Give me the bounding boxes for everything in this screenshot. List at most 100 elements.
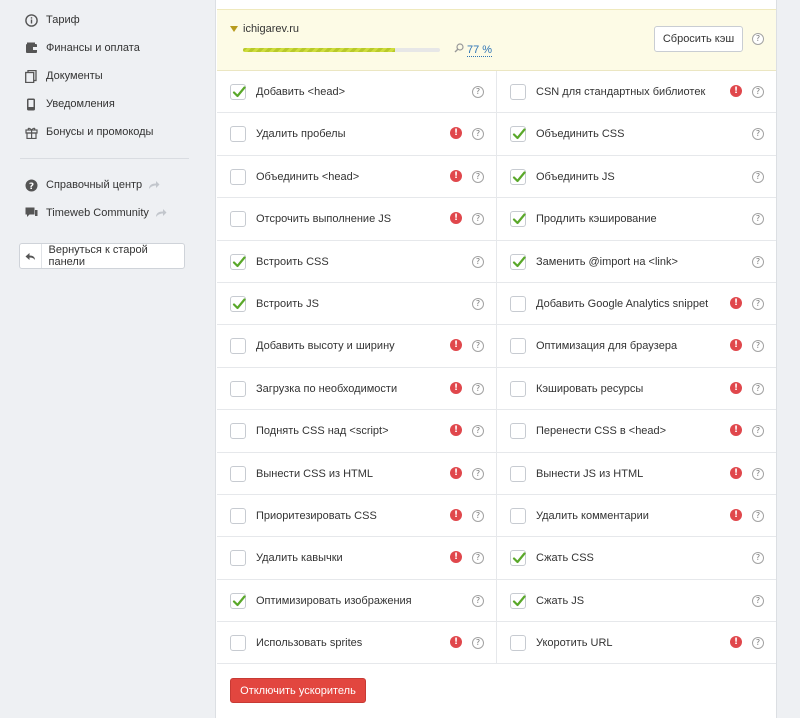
help-icon[interactable]: ? bbox=[752, 128, 764, 141]
option-label: Вынести CSS из HTML bbox=[256, 467, 374, 480]
help-icon[interactable]: ? bbox=[472, 86, 484, 98]
option-label: Укоротить URL bbox=[536, 637, 613, 650]
help-icon[interactable]: ? bbox=[752, 213, 764, 226]
collapse-triangle-icon[interactable] bbox=[230, 26, 238, 32]
back-to-old-panel-button[interactable]: Вернуться к старой панели bbox=[19, 243, 185, 269]
help-icon[interactable]: ? bbox=[752, 255, 764, 268]
option-checkbox[interactable] bbox=[230, 507, 246, 524]
help-icon[interactable]: ? bbox=[752, 170, 764, 183]
option-checkbox[interactable] bbox=[510, 423, 526, 440]
sidebar-item-notifications[interactable]: Уведомления bbox=[24, 96, 115, 112]
option-row: Удалить пробелы!? Объединить CSS? bbox=[217, 113, 776, 156]
reset-cache-button[interactable]: Сбросить кэш bbox=[654, 26, 743, 52]
accelerator-panel: ichigarev.ru 77 % Сбросить кэш ? Добавит… bbox=[215, 0, 777, 718]
option-checkbox[interactable] bbox=[510, 84, 526, 100]
option-checkbox-checked[interactable] bbox=[510, 168, 526, 185]
documents-icon bbox=[24, 69, 38, 83]
sidebar-link-label: Справочный центр bbox=[46, 179, 143, 191]
help-icon[interactable]: ? bbox=[752, 509, 764, 522]
sidebar-link-community[interactable]: Timeweb Community bbox=[24, 205, 167, 221]
help-icon[interactable]: ? bbox=[752, 467, 764, 480]
help-icon[interactable]: ? bbox=[472, 297, 484, 310]
help-icon[interactable]: ? bbox=[752, 382, 764, 395]
help-icon[interactable]: ? bbox=[752, 86, 764, 98]
warning-icon: ! bbox=[730, 424, 742, 437]
option-cell: Добавить <head>? bbox=[217, 71, 497, 113]
sidebar-item-tariff[interactable]: Тариф bbox=[24, 12, 80, 28]
help-icon[interactable]: ? bbox=[472, 255, 484, 268]
option-cell: Оптимизировать изображения? bbox=[217, 579, 497, 622]
option-checkbox[interactable] bbox=[230, 465, 246, 482]
gift-icon bbox=[24, 125, 38, 139]
option-row: Встроить JS? Добавить Google Analytics sn… bbox=[217, 282, 776, 326]
warning-icon: ! bbox=[730, 508, 742, 521]
option-label: Добавить <head> bbox=[256, 86, 345, 98]
help-icon[interactable]: ? bbox=[472, 552, 484, 565]
option-checkbox-checked[interactable] bbox=[510, 126, 526, 143]
sidebar-item-finance[interactable]: Финансы и оплата bbox=[24, 40, 140, 56]
option-checkbox[interactable] bbox=[230, 338, 246, 355]
chat-icon bbox=[24, 206, 38, 220]
sidebar-item-documents[interactable]: Документы bbox=[24, 68, 103, 84]
option-checkbox[interactable] bbox=[510, 507, 526, 524]
option-checkbox[interactable] bbox=[510, 338, 526, 355]
help-icon[interactable]: ? bbox=[472, 594, 484, 607]
help-icon[interactable]: ? bbox=[752, 594, 764, 607]
help-icon[interactable]: ? bbox=[472, 509, 484, 522]
option-label: Объединить CSS bbox=[536, 128, 625, 141]
help-icon[interactable]: ? bbox=[472, 170, 484, 183]
checkmark-icon bbox=[512, 128, 526, 140]
help-icon[interactable]: ? bbox=[752, 297, 764, 310]
checkmark-icon bbox=[512, 171, 526, 182]
help-icon[interactable]: ? bbox=[472, 128, 484, 141]
option-checkbox-checked[interactable] bbox=[510, 550, 526, 567]
warning-icon: ! bbox=[730, 296, 742, 309]
option-checkbox[interactable] bbox=[230, 550, 246, 567]
help-icon[interactable]: ? bbox=[752, 637, 764, 650]
help-icon[interactable]: ? bbox=[752, 33, 764, 45]
help-icon[interactable]: ? bbox=[752, 340, 764, 353]
external-arrow-icon bbox=[155, 208, 167, 218]
help-icon[interactable]: ? bbox=[472, 213, 484, 226]
help-icon[interactable]: ? bbox=[472, 637, 484, 650]
option-cell: Сжать CSS? bbox=[497, 537, 776, 578]
option-checkbox[interactable] bbox=[510, 465, 526, 482]
option-row: Оптимизировать изображения? Сжать JS? bbox=[217, 579, 776, 623]
disable-accelerator-button[interactable]: Отключить ускоритель bbox=[230, 678, 366, 703]
option-cell: Встроить JS? bbox=[217, 282, 497, 325]
option-cell: Загрузка по необходимости!? bbox=[217, 367, 497, 410]
sidebar-link-help-center[interactable]: ? Справочный центр bbox=[24, 177, 160, 193]
help-icon[interactable]: ? bbox=[472, 467, 484, 480]
progress-percent-link[interactable]: 77 % bbox=[467, 44, 493, 57]
option-label: Встроить CSS bbox=[256, 255, 329, 268]
option-label: Оптимизировать изображения bbox=[256, 594, 412, 607]
warning-icon: ! bbox=[450, 551, 462, 564]
option-label: Перенести CSS в <head> bbox=[536, 425, 667, 438]
option-checkbox[interactable] bbox=[230, 380, 246, 397]
option-checkbox[interactable] bbox=[230, 635, 246, 652]
warning-icon: ! bbox=[450, 508, 462, 521]
option-checkbox-checked[interactable] bbox=[510, 211, 526, 228]
help-icon[interactable]: ? bbox=[472, 340, 484, 353]
option-checkbox[interactable] bbox=[510, 380, 526, 397]
option-checkbox-checked[interactable] bbox=[230, 592, 246, 609]
option-checkbox[interactable] bbox=[510, 295, 526, 312]
option-checkbox-checked[interactable] bbox=[230, 295, 246, 312]
help-icon[interactable]: ? bbox=[752, 552, 764, 565]
option-checkbox[interactable] bbox=[230, 423, 246, 440]
option-checkbox[interactable] bbox=[230, 168, 246, 185]
help-icon[interactable]: ? bbox=[472, 425, 484, 438]
option-checkbox-checked[interactable] bbox=[510, 253, 526, 270]
option-checkbox[interactable] bbox=[230, 126, 246, 143]
checkmark-icon bbox=[232, 595, 246, 606]
option-cell: Отсрочить выполнение JS!? bbox=[217, 198, 497, 240]
option-checkbox-checked[interactable] bbox=[510, 592, 526, 609]
option-checkbox-checked[interactable] bbox=[230, 253, 246, 270]
help-icon[interactable]: ? bbox=[472, 382, 484, 395]
help-icon[interactable]: ? bbox=[752, 425, 764, 438]
option-checkbox[interactable] bbox=[230, 211, 246, 228]
option-checkbox-checked[interactable] bbox=[230, 84, 246, 100]
sidebar-item-bonuses[interactable]: Бонусы и промокоды bbox=[24, 124, 153, 140]
option-checkbox[interactable] bbox=[510, 635, 526, 652]
warning-icon: ! bbox=[450, 169, 462, 182]
